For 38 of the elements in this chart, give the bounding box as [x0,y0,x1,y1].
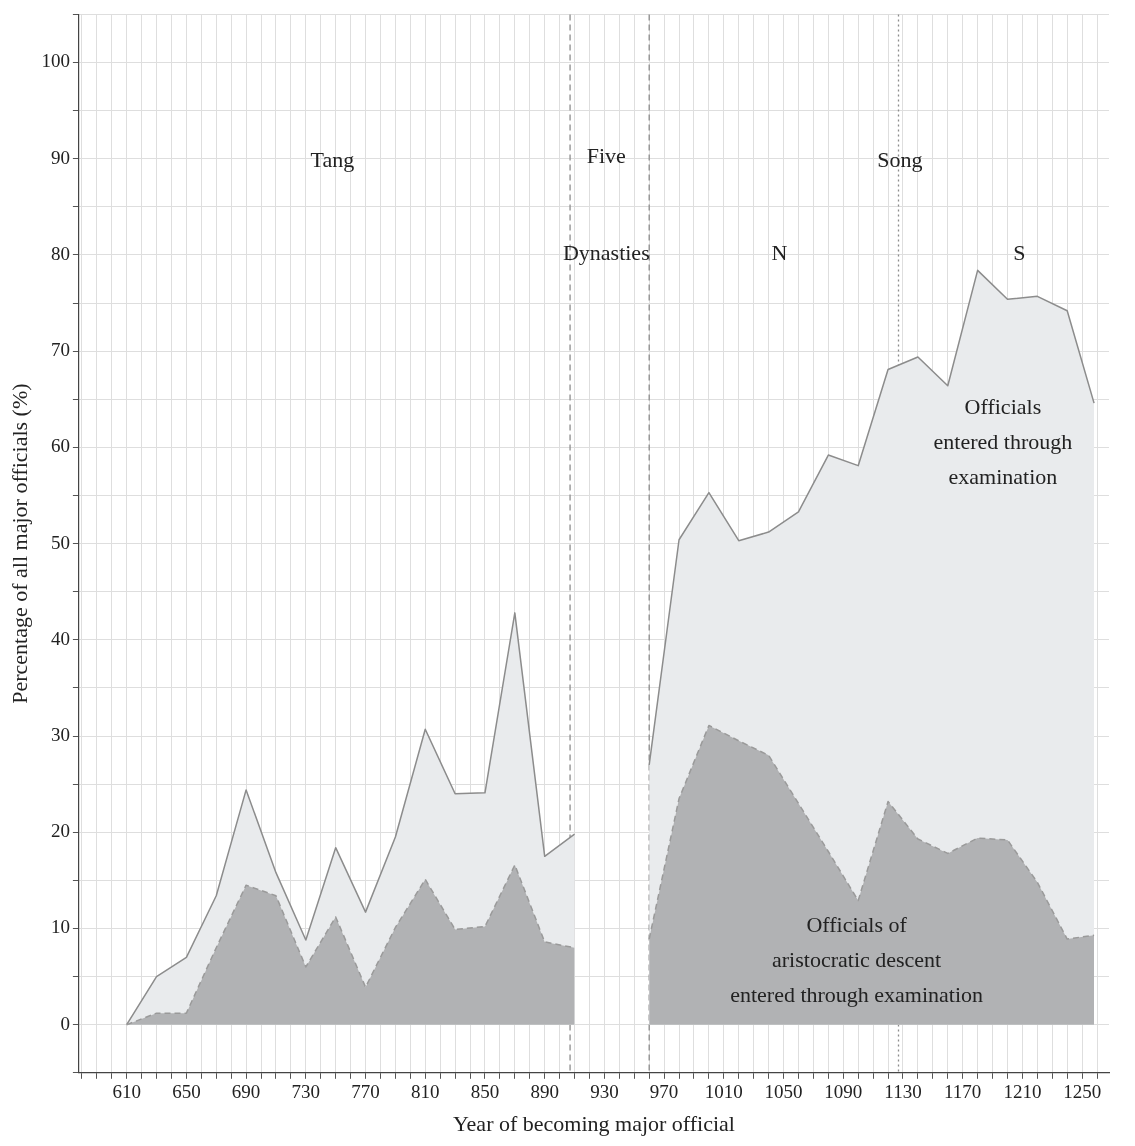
y-tick-label: 90 [50,146,70,168]
annotation: S [1013,240,1026,266]
x-tick-label: 810 [411,1081,440,1103]
x-tick-label: 1210 [1003,1081,1042,1103]
y-tick-label: 0 [60,1012,70,1034]
annotation: Song [877,147,923,173]
annotation: N [771,240,788,266]
x-tick-label: 730 [291,1081,321,1103]
x-tick-label: 850 [470,1081,500,1103]
x-tick-label: 1130 [884,1081,922,1103]
y-tick-label: 60 [50,435,70,457]
x-tick-label: 650 [172,1081,201,1103]
annotation: Officials entered through examination [933,393,1073,489]
x-tick-label: 1170 [944,1081,982,1103]
x-axis-title: Year of becoming major official [452,1110,735,1136]
annotation: Officials of aristocratic descent entered through examination [730,912,984,1008]
annotation: Dynasties [562,240,650,266]
y-tick-label: 20 [50,820,70,842]
x-tick-label: 1250 [1063,1081,1102,1103]
x-tick-label: 1090 [824,1081,863,1103]
x-tick-label: 930 [590,1081,619,1103]
y-tick-label: 30 [50,724,70,746]
x-tick-label: 1050 [764,1081,803,1103]
y-tick-label: 70 [50,339,70,361]
annotation: Five [586,143,626,169]
x-tick-label: 890 [530,1081,559,1103]
y-tick-label: 100 [41,50,70,72]
x-tick-label: 690 [231,1081,261,1103]
y-axis-title: Percentage of all major officials (%) [6,383,32,704]
y-tick-label: 10 [50,916,70,938]
x-tick-label: 770 [351,1081,380,1103]
y-tick-label: 40 [50,627,70,649]
x-tick-label: 970 [649,1081,679,1103]
y-tick-label: 80 [50,242,70,264]
x-tick-label: 610 [112,1081,141,1103]
y-tick-label: 50 [50,531,70,553]
annotation: Tang [310,147,355,173]
x-tick-label: 1010 [704,1081,743,1103]
